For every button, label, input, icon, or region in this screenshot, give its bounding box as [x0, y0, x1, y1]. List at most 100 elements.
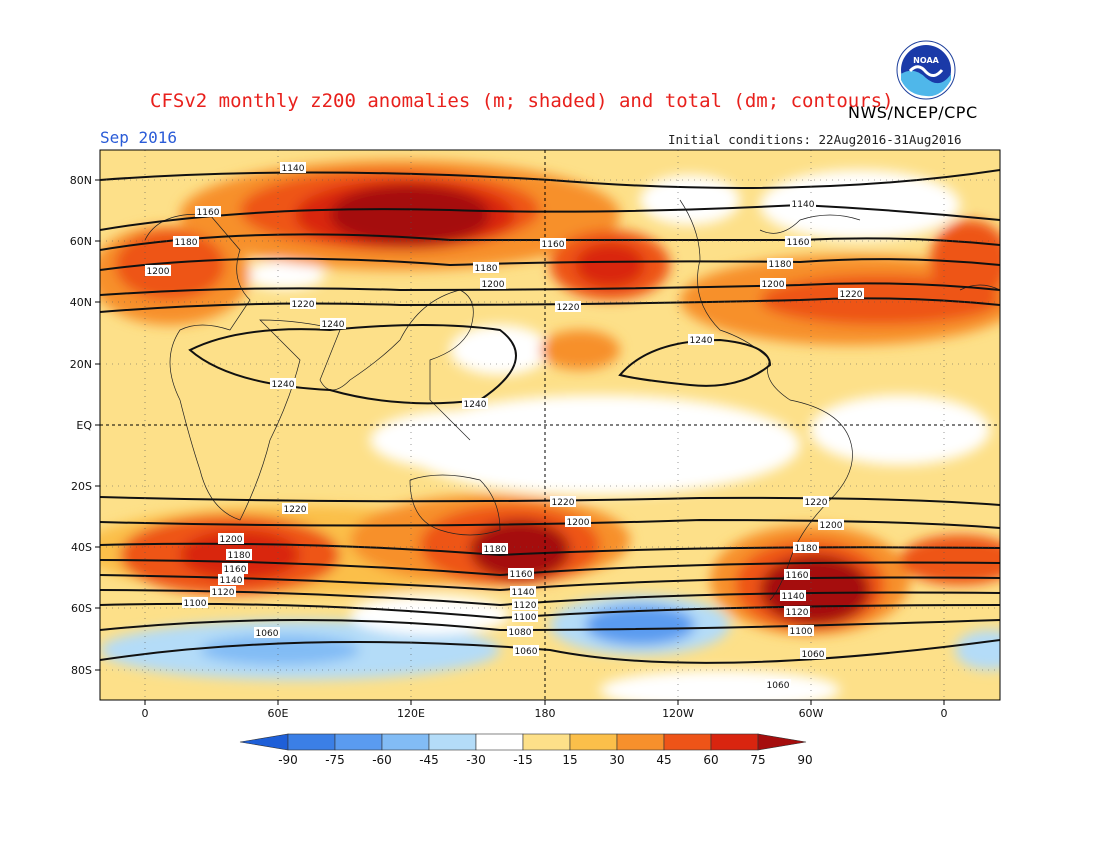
lat-label: 80N [70, 174, 92, 187]
svg-text:1240: 1240 [272, 380, 295, 390]
colorbar-swatch [334, 733, 383, 751]
contour-label: 1120 [784, 606, 810, 618]
svg-text:1220: 1220 [557, 303, 580, 313]
contour-label: 1060 [513, 645, 539, 657]
svg-text:1200: 1200 [482, 280, 505, 290]
contour-label: 1220 [803, 496, 829, 508]
colorbar: -90 -75 -60 -45 -30 -15 15 30 45 60 75 90 [239, 733, 813, 767]
svg-text:1140: 1140 [282, 164, 305, 174]
colorbar-label: -30 [466, 753, 486, 767]
svg-text:1200: 1200 [762, 280, 785, 290]
contour-labels: 1140 1140 1160 1160 1160 1180 1180 1180 … [145, 162, 864, 691]
contour-label: 1160 [222, 563, 248, 575]
colorbar-swatch [287, 733, 336, 751]
contour-label: 1180 [226, 549, 252, 561]
colorbar-label: 15 [562, 753, 577, 767]
colorbar-label: -60 [372, 753, 392, 767]
contour-label: 1160 [508, 568, 534, 580]
lat-label: EQ [76, 419, 92, 432]
contour-label: 1220 [555, 301, 581, 313]
svg-text:1200: 1200 [567, 518, 590, 528]
contour-label: 1220 [550, 496, 576, 508]
contour-label: 1160 [784, 569, 810, 581]
lat-label: 60S [71, 602, 92, 615]
colorbar-label: 30 [609, 753, 624, 767]
svg-text:1060: 1060 [802, 650, 825, 660]
lat-label: 40N [70, 296, 92, 309]
lon-label: 180 [535, 707, 556, 720]
contour-label: 1140 [280, 162, 306, 174]
svg-text:1140: 1140 [220, 576, 243, 586]
contour-label: 1240 [688, 334, 714, 346]
forecast-month: Sep 2016 [100, 128, 178, 147]
svg-text:1120: 1120 [514, 601, 537, 611]
lat-label: 20N [70, 358, 92, 371]
svg-text:1180: 1180 [228, 551, 251, 561]
lon-label: 120W [662, 707, 694, 720]
colorbar-label: -45 [419, 753, 439, 767]
colorbar-swatch [428, 733, 477, 751]
svg-text:1220: 1220 [840, 290, 863, 300]
lon-label: 0 [941, 707, 948, 720]
svg-text:1240: 1240 [464, 400, 487, 410]
contour-label: 1100 [512, 611, 538, 623]
initial-conditions: Initial conditions: 22Aug2016-31Aug2016 [668, 132, 962, 147]
contour-label: 1200 [760, 278, 786, 290]
colorbar-label: -15 [513, 753, 533, 767]
svg-text:1100: 1100 [790, 627, 813, 637]
svg-text:1220: 1220 [292, 300, 315, 310]
lat-label: 80S [71, 664, 92, 677]
contour-label: 1100 [182, 597, 208, 609]
contour-label: 1140 [790, 198, 816, 210]
contour-label: 1200 [480, 278, 506, 290]
contour-label: 1160 [195, 206, 221, 218]
colorbar-swatch [475, 733, 524, 751]
contour-label: 1160 [540, 238, 566, 250]
svg-text:1160: 1160 [786, 571, 809, 581]
svg-text:1160: 1160 [224, 565, 247, 575]
contour-label: 1120 [210, 586, 236, 598]
contour-label: 1060 [254, 627, 280, 639]
svg-text:1240: 1240 [322, 320, 345, 330]
svg-text:1100: 1100 [514, 613, 537, 623]
svg-text:1140: 1140 [782, 592, 805, 602]
contour-label: 1140 [780, 590, 806, 602]
contour-label: 1140 [510, 586, 536, 598]
colorbar-swatch [616, 733, 665, 751]
colorbar-label: 90 [797, 753, 812, 767]
lon-label: 0 [142, 707, 149, 720]
svg-text:1180: 1180 [175, 238, 198, 248]
contour-label: 1220 [290, 298, 316, 310]
svg-text:1060: 1060 [767, 681, 790, 691]
contour-label: 1180 [793, 542, 819, 554]
lat-label: 60N [70, 235, 92, 248]
contour-label: 1200 [565, 516, 591, 528]
svg-text:1160: 1160 [787, 238, 810, 248]
svg-text:1220: 1220 [284, 505, 307, 515]
latitude-axis: 80N 60N 40N 20N EQ 20S 40S 60S 80S [70, 174, 100, 677]
svg-text:1200: 1200 [220, 535, 243, 545]
contour-label: 1180 [482, 543, 508, 555]
map-title: CFSv2 monthly z200 anomalies (m; shaded)… [150, 90, 894, 112]
svg-text:1080: 1080 [509, 628, 532, 638]
noaa-logo: NOAA [896, 40, 956, 100]
contour-label: 1240 [320, 318, 346, 330]
colorbar-swatch [663, 733, 712, 751]
colorbar-label: 75 [750, 753, 765, 767]
contour-label: 1160 [785, 236, 811, 248]
contour-label: 1220 [282, 503, 308, 515]
longitude-axis: 0 60E 120E 180 120W 60W 0 [142, 700, 948, 720]
colorbar-swatch [381, 733, 430, 751]
svg-text:NOAA: NOAA [913, 56, 939, 65]
contour-label: 1060 [765, 679, 791, 691]
lon-label: 120E [397, 707, 425, 720]
contour-label: 1140 [218, 574, 244, 586]
colorbar-right-arrow [757, 733, 807, 751]
contour-label: 1200 [818, 519, 844, 531]
colorbar-label: -75 [325, 753, 345, 767]
contour-label: 1240 [270, 378, 296, 390]
contour-label: 1080 [507, 626, 533, 638]
contour-label: 1220 [838, 288, 864, 300]
svg-text:1180: 1180 [769, 260, 792, 270]
